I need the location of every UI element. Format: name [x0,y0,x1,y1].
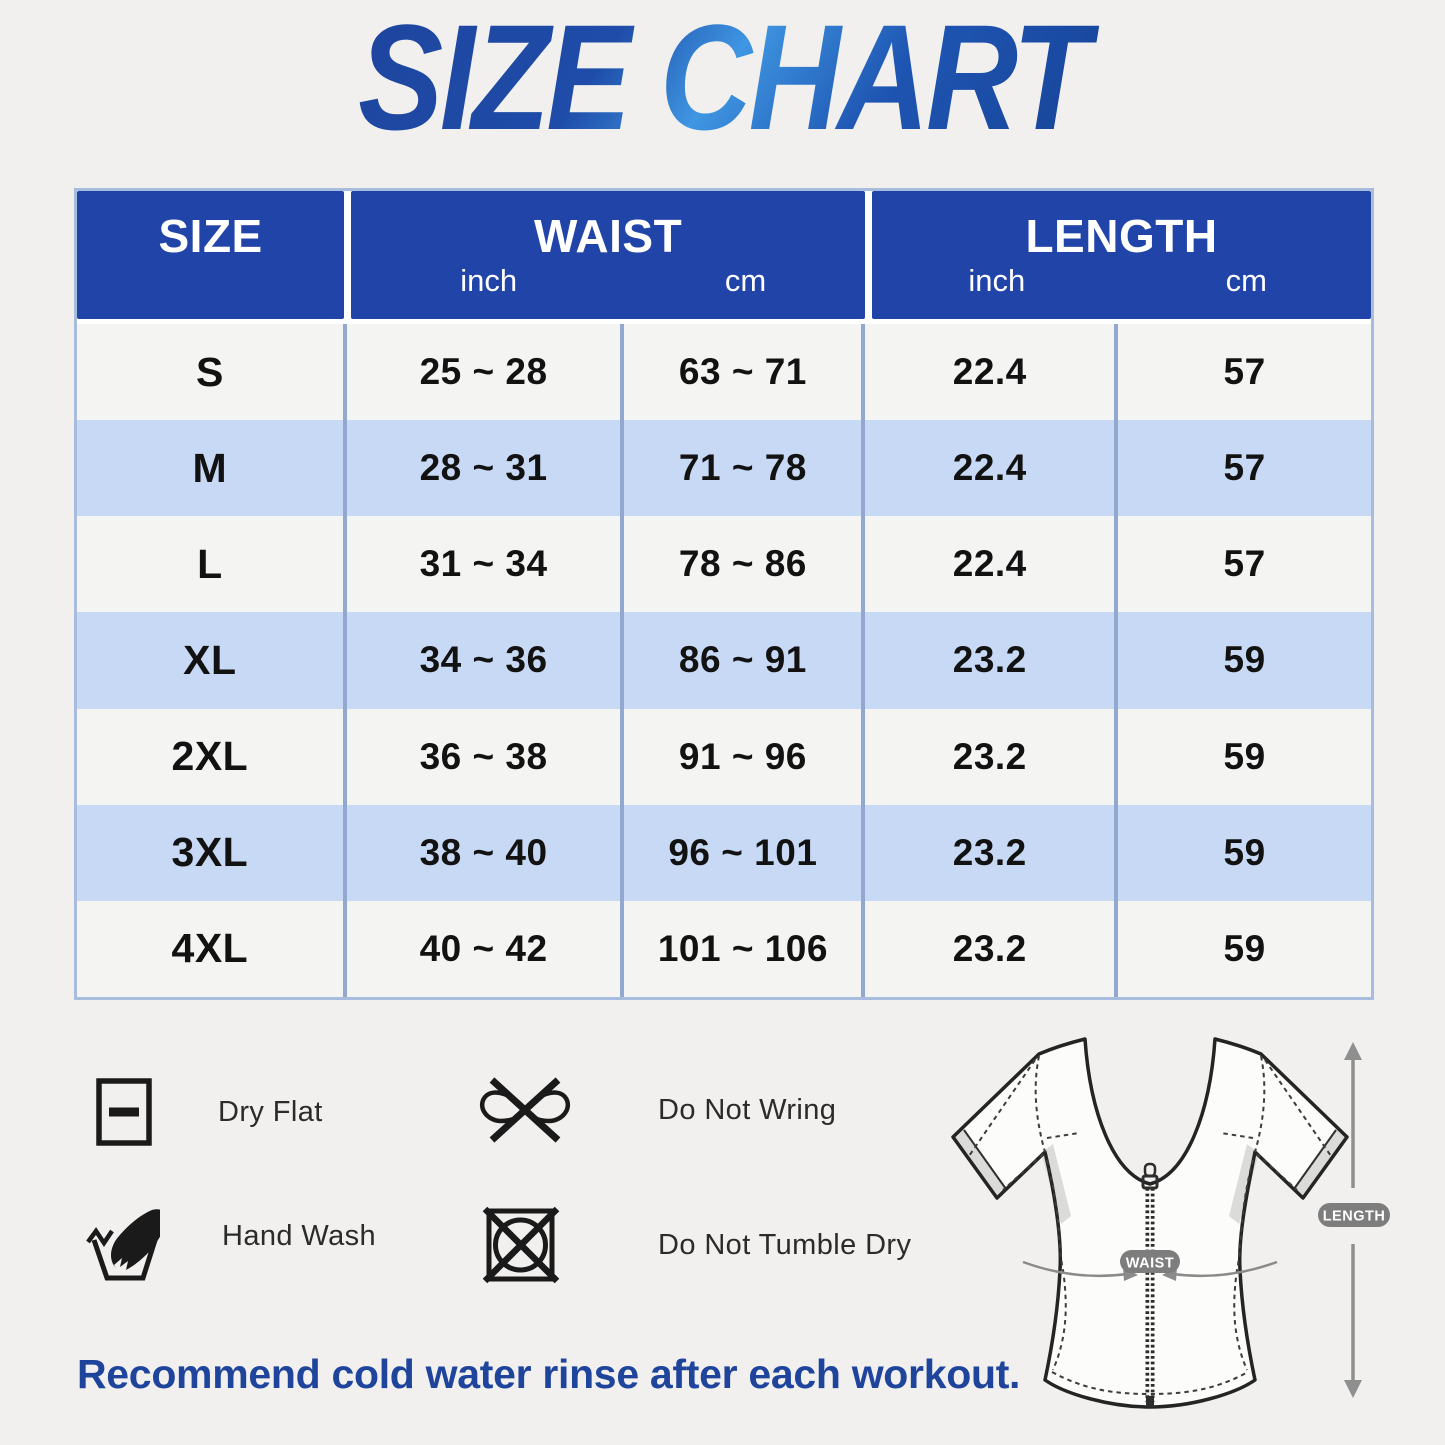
cell-size: M [77,420,347,517]
table-header: SIZE WAIST inch cm LENGTH inch cm [77,191,1371,319]
cell-length-cm: 59 [1223,639,1266,681]
cell-length-cm: 57 [1223,543,1266,585]
cell-length-inch: 23.2 [865,804,1119,901]
cell-length-inch: 22.4 [865,516,1119,613]
garment-seam-lines [968,1055,1332,1396]
care-item-hand-wash: Hand Wash [86,1190,376,1282]
cell-length-cm: 59 [1223,735,1266,777]
cell-waist-cm: 71 ~ 78 [624,420,866,517]
cell-waist-cm: 91 ~ 96 [624,708,866,805]
cell-size: L [77,516,347,613]
header-waist-units: inch cm [351,263,865,299]
table-row: S 25 ~ 28 63 ~ 71 22.4 57 [77,324,1371,421]
waist-unit-inch: inch [460,263,518,299]
table-body: S 25 ~ 28 63 ~ 71 22.4 57 M 28 ~ 31 71 ~… [77,324,1371,997]
length-unit-inch: inch [968,263,1026,299]
cell-length-inch: 23.2 [865,900,1119,997]
header-length: LENGTH inch cm [872,191,1371,319]
cell-size: XL [77,612,347,709]
waist-pill-label: WAIST [1126,1256,1174,1272]
size-table: SIZE WAIST inch cm LENGTH inch cm S 25 [74,188,1374,1000]
garment-cuff-seams [963,1129,1337,1190]
header-length-units: inch cm [872,263,1371,299]
care-label-dry-flat: Dry Flat [218,1095,323,1128]
cell-length-inch: 23.2 [865,708,1119,805]
length-pill-label: LENGTH [1323,1209,1386,1225]
cell-waist-cm: 78 ~ 86 [624,516,866,613]
care-item-do-not-tumble-dry: Do Not Tumble Dry [482,1206,911,1284]
page-title: SIZE CHART [108,2,1336,152]
cell-length-cm: 59 [1223,927,1266,969]
table-row: L 31 ~ 34 78 ~ 86 22.4 57 [77,516,1371,613]
header-size-label: SIZE [158,210,263,262]
cell-waist-cm: 101 ~ 106 [624,900,866,997]
care-label-do-not-wring: Do Not Wring [658,1093,837,1126]
table-row: M 28 ~ 31 71 ~ 78 22.4 57 [77,420,1371,517]
length-arrow [1344,1042,1362,1398]
care-label-hand-wash: Hand Wash [222,1219,377,1252]
do-not-wring-icon [479,1077,571,1143]
cell-waist-inch: 28 ~ 31 [347,420,625,517]
cell-length-cm: 57 [1223,447,1266,489]
cell-size: 4XL [77,900,347,997]
cell-size: 2XL [77,708,347,805]
cell-size: 3XL [77,804,347,901]
cell-length-inch: 23.2 [865,612,1119,709]
table-row: 3XL 38 ~ 40 96 ~ 101 23.2 59 [77,804,1371,901]
length-unit-cm: cm [1225,263,1267,299]
cell-waist-inch: 31 ~ 34 [347,516,625,613]
header-waist: WAIST inch cm [351,191,866,319]
cell-waist-inch: 40 ~ 42 [347,900,625,997]
cell-length-inch: 22.4 [865,420,1119,517]
header-size: SIZE [77,191,345,319]
waist-unit-cm: cm [724,263,767,299]
cell-length-cm: 57 [1223,351,1266,393]
header-waist-label: WAIST [534,210,683,262]
care-item-dry-flat: Dry Flat [96,1078,323,1146]
care-label-do-not-tumble-dry: Do Not Tumble Dry [658,1228,912,1261]
waist-pill: WAIST [1120,1250,1180,1273]
cell-waist-inch: 38 ~ 40 [347,804,625,901]
cell-waist-cm: 63 ~ 71 [624,324,866,421]
cell-waist-inch: 36 ~ 38 [347,708,625,805]
dry-flat-icon [96,1078,152,1146]
header-length-label: LENGTH [1025,210,1218,262]
care-item-do-not-wring: Do Not Wring [477,1077,836,1143]
cell-size: S [77,324,347,421]
table-row: 2XL 36 ~ 38 91 ~ 96 23.2 59 [77,708,1371,805]
table-row: 4XL 40 ~ 42 101 ~ 106 23.2 59 [77,900,1371,997]
table-row: XL 34 ~ 36 86 ~ 91 23.2 59 [77,612,1371,709]
cell-waist-cm: 86 ~ 91 [624,612,866,709]
zipper [1141,1162,1159,1407]
garment-diagram: WAIST LENGTH [951,1037,1390,1409]
cell-length-cm: 59 [1223,831,1266,873]
length-pill: LENGTH [1318,1203,1390,1227]
cell-waist-cm: 96 ~ 101 [624,804,866,901]
cell-waist-inch: 25 ~ 28 [347,324,625,421]
do-not-tumble-dry-icon [482,1206,560,1284]
cell-waist-inch: 34 ~ 36 [347,612,625,709]
footer-note: Recommend cold water rinse after each wo… [77,1351,1021,1397]
cell-length-inch: 22.4 [865,324,1119,421]
hand-wash-icon [86,1209,160,1281]
